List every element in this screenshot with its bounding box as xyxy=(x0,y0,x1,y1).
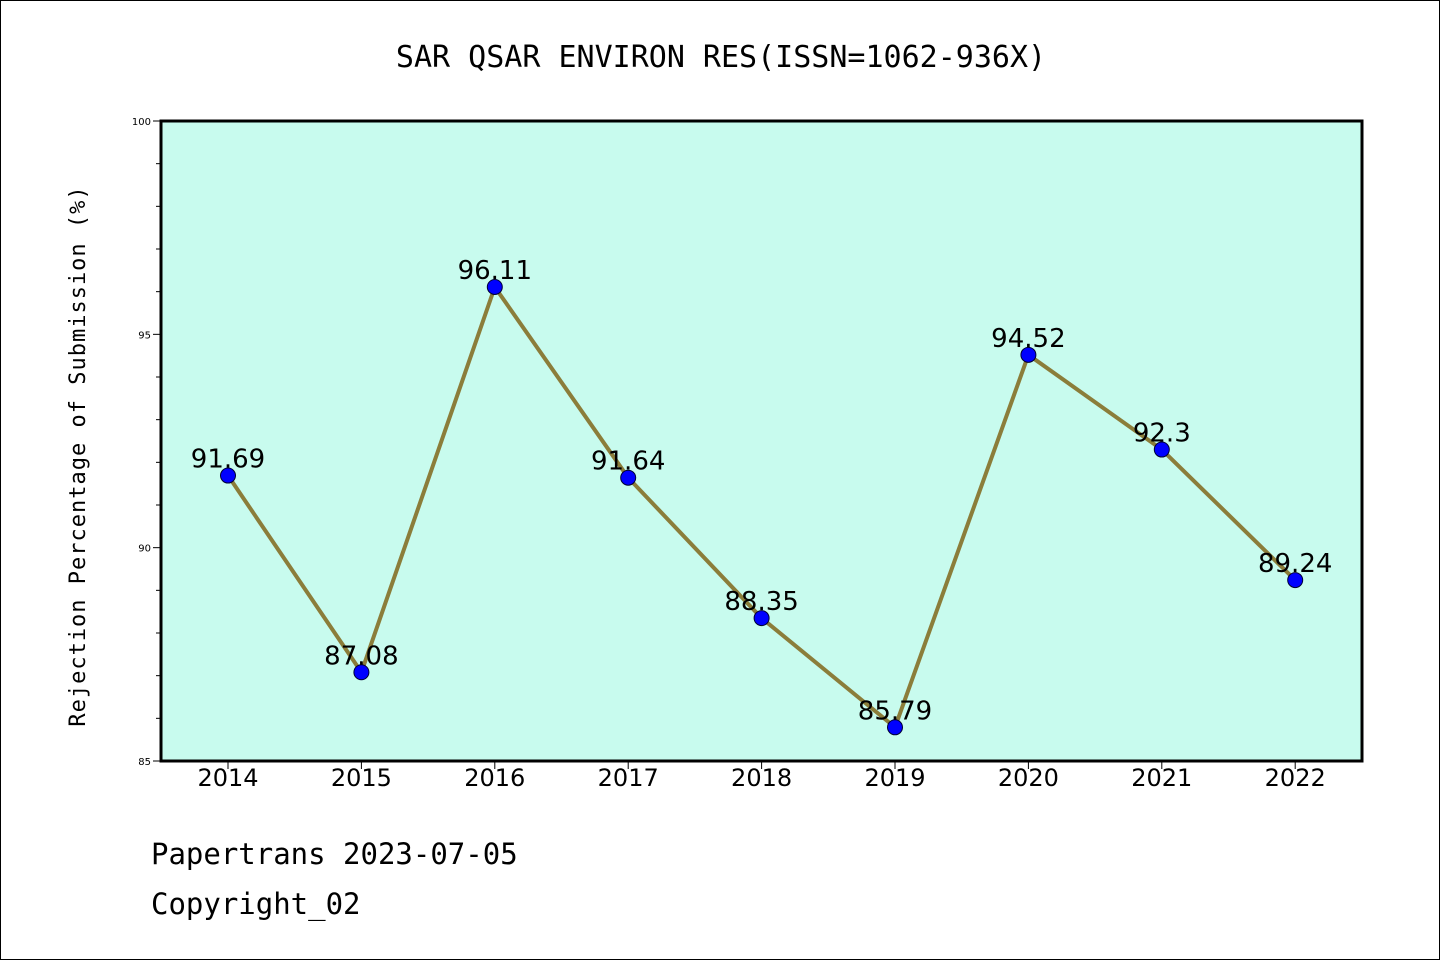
data-point xyxy=(1153,441,1170,458)
x-tick-label: 2021 xyxy=(1131,764,1192,792)
x-tick-label: 2020 xyxy=(998,764,1059,792)
data-point xyxy=(1020,346,1037,363)
data-label: 88.35 xyxy=(724,587,798,617)
data-point xyxy=(220,467,236,484)
x-tick-label: 2017 xyxy=(598,764,659,792)
footer-copyright: Copyright_02 xyxy=(151,887,361,921)
y-axis-label: Rejection Percentage of Submission (%) xyxy=(66,185,91,726)
data-label: 89.24 xyxy=(1258,549,1332,579)
x-tick-label: 2019 xyxy=(864,764,925,792)
data-label: 87.08 xyxy=(324,641,398,671)
x-tick-label: 2016 xyxy=(464,764,525,792)
data-label: 92.3 xyxy=(1133,419,1191,449)
y-axis-ticks: 85 90 95 100 xyxy=(132,117,161,768)
data-label: 94.52 xyxy=(991,324,1065,354)
data-labels: 91.69 87.08 96.11 91.64 88.35 85.79 94.52 92.3 8… xyxy=(191,256,1333,726)
data-point xyxy=(620,469,637,486)
chart-title: SAR QSAR ENVIRON RES(ISSN=1062-936X) xyxy=(396,40,1046,75)
data-point xyxy=(753,610,770,627)
plot-area xyxy=(159,119,1364,763)
data-point xyxy=(1287,572,1304,589)
y-tick-label: 85 xyxy=(138,757,151,768)
x-tick-label: 2018 xyxy=(731,764,792,792)
footer-date: Papertrans 2023-07-05 xyxy=(151,837,518,871)
data-point xyxy=(353,664,370,681)
data-label: 91.69 xyxy=(191,445,265,475)
data-label: 85.79 xyxy=(858,696,932,726)
data-point xyxy=(486,278,503,295)
y-tick-label: 95 xyxy=(138,330,151,341)
x-axis-ticks: 2014 2015 2016 2017 2018 2019 2020 2021 2022 xyxy=(197,761,1326,792)
x-tick-label: 2015 xyxy=(331,764,392,792)
data-label: 96.11 xyxy=(458,256,532,286)
data-label: 91.64 xyxy=(591,447,665,477)
data-point xyxy=(887,719,903,736)
x-tick-label: 2014 xyxy=(197,764,258,792)
x-tick-label: 2022 xyxy=(1265,764,1326,792)
series-group xyxy=(220,278,1304,736)
y-tick-label: 90 xyxy=(138,544,151,555)
y-tick-label: 100 xyxy=(132,117,151,128)
